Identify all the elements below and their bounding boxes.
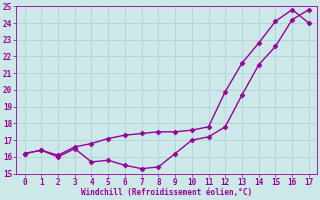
X-axis label: Windchill (Refroidissement éolien,°C): Windchill (Refroidissement éolien,°C) [81,188,252,197]
